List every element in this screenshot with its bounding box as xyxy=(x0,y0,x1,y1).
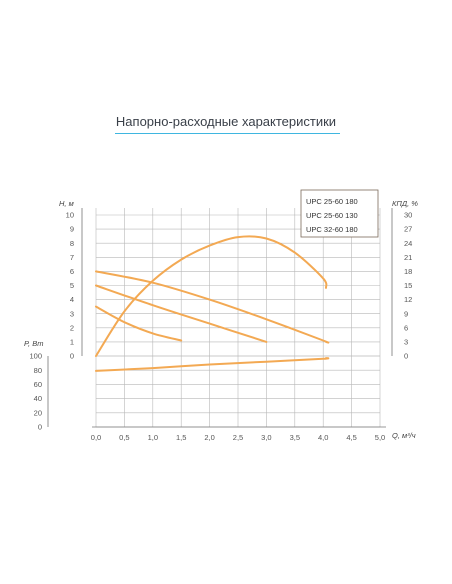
x-tick-label: 0,0 xyxy=(91,433,101,442)
x-axis-label: Q, м³/ч xyxy=(392,431,416,440)
power-axis-label: P, Вт xyxy=(24,339,43,348)
x-tick-label: 2,0 xyxy=(204,433,214,442)
head-tick-label: 7 xyxy=(70,253,74,262)
x-tick-label: 0,5 xyxy=(119,433,129,442)
head-tick-label: 2 xyxy=(70,323,74,332)
head-tick-label: 1 xyxy=(70,338,74,347)
legend-entry: UPC 25-60 130 xyxy=(306,211,358,220)
head-axis-label: H, м xyxy=(59,199,74,208)
efficiency-tick-label: 21 xyxy=(404,253,412,262)
head-curve-1 xyxy=(95,270,330,344)
head-curve-2 xyxy=(95,284,268,343)
head-tick-label: 10 xyxy=(66,211,74,220)
efficiency-tick-label: 3 xyxy=(404,338,408,347)
legend-box xyxy=(300,189,379,238)
x-tick-label: 4,5 xyxy=(346,433,356,442)
efficiency-tick-label: 30 xyxy=(404,211,412,220)
power-tick-label: 80 xyxy=(34,366,42,375)
x-tick-label: 3,0 xyxy=(261,433,271,442)
efficiency-axis-label: КПД, % xyxy=(392,199,418,208)
x-tick-label: 2,5 xyxy=(233,433,243,442)
head-tick-label: 4 xyxy=(70,295,74,304)
efficiency-tick-label: 9 xyxy=(404,309,408,318)
power-curve-5 xyxy=(95,357,330,372)
efficiency-tick-label: 6 xyxy=(404,323,408,332)
x-tick-label: 5,0 xyxy=(375,433,385,442)
x-tick-label: 3,5 xyxy=(290,433,300,442)
efficiency-tick-label: 18 xyxy=(404,267,412,276)
head-tick-label: 5 xyxy=(70,281,74,290)
legend-entry: UPC 32-60 180 xyxy=(306,225,358,234)
efficiency-curve-4 xyxy=(95,235,328,357)
head-tick-label: 8 xyxy=(70,239,74,248)
power-tick-label: 0 xyxy=(38,423,42,432)
power-tick-label: 60 xyxy=(34,380,42,389)
head-tick-label: 9 xyxy=(70,225,74,234)
power-tick-label: 100 xyxy=(29,352,42,361)
legend-entry: UPC 25-60 180 xyxy=(306,197,358,206)
head-tick-label: 0 xyxy=(70,352,74,361)
power-tick-label: 20 xyxy=(34,408,42,417)
power-tick-label: 40 xyxy=(34,394,42,403)
efficiency-tick-label: 27 xyxy=(404,225,412,234)
x-tick-label: 1,5 xyxy=(176,433,186,442)
page-title: Напорно-расходные характеристики xyxy=(115,114,337,129)
efficiency-tick-label: 0 xyxy=(404,352,408,361)
x-tick-label: 1,0 xyxy=(148,433,158,442)
efficiency-tick-label: 15 xyxy=(404,281,412,290)
efficiency-tick-label: 12 xyxy=(404,295,412,304)
x-tick-label: 4,0 xyxy=(318,433,328,442)
head-tick-label: 3 xyxy=(70,309,74,318)
efficiency-tick-label: 24 xyxy=(404,239,412,248)
title-underline xyxy=(115,133,340,134)
head-curve-3 xyxy=(95,305,183,342)
head-tick-label: 6 xyxy=(70,267,74,276)
